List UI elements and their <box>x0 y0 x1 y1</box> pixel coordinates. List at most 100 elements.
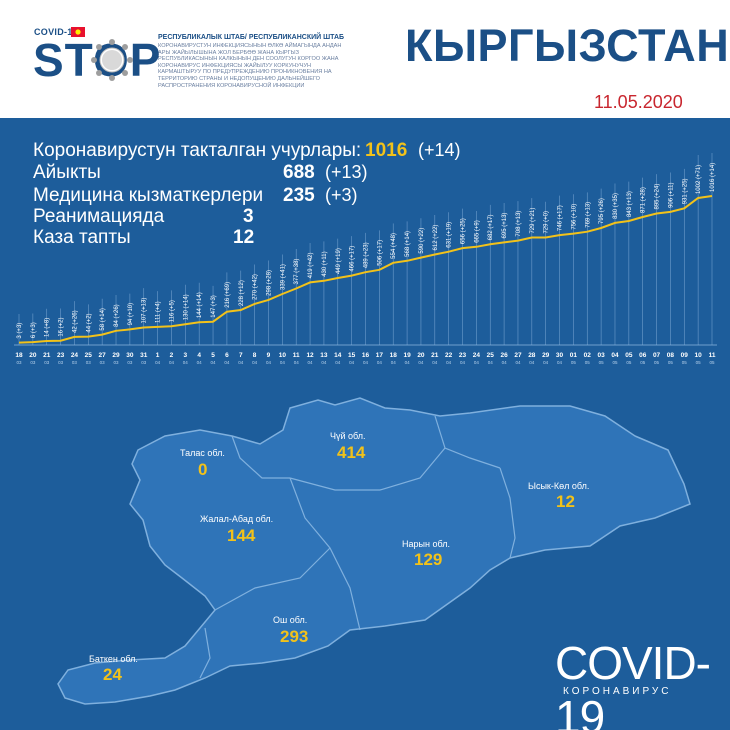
data-label: 895 (+24) <box>655 184 661 210</box>
x-tick-day: 27 <box>514 352 522 359</box>
x-tick-month: 03 <box>100 360 106 365</box>
stat-value: 688 <box>283 162 315 183</box>
data-label: 656 (+25) <box>461 218 467 244</box>
x-tick-day: 6 <box>225 352 229 359</box>
x-tick-day: 23 <box>459 352 467 359</box>
x-tick-month: 05 <box>654 360 660 365</box>
stat-value: 12 <box>233 227 255 248</box>
x-tick-day: 12 <box>306 352 314 359</box>
x-tick-day: 2 <box>170 352 174 359</box>
x-tick-day: 7 <box>239 352 243 359</box>
border-jalal-osh <box>214 547 331 611</box>
border-talas-chui <box>231 435 290 479</box>
x-tick-month: 04 <box>266 360 272 365</box>
region-value-naryn: 129 <box>414 550 443 569</box>
x-tick-month: 05 <box>571 360 577 365</box>
data-label: 871 (+28) <box>641 187 647 213</box>
x-tick-day: 18 <box>390 352 398 359</box>
data-label: 729 (+21) <box>530 208 536 234</box>
x-tick-day: 11 <box>293 352 300 359</box>
hq-title: РЕСПУБЛИКАЛЫК ШТАБ/ РЕСПУБЛИКАНСКИЙ ШТАБ <box>158 34 345 41</box>
x-tick-month: 04 <box>474 360 480 365</box>
x-tick-day: 04 <box>611 352 619 359</box>
border-chui-naryn <box>289 447 446 491</box>
x-tick-day: 11 <box>709 352 716 359</box>
data-label: 144 (+14) <box>197 292 203 318</box>
x-tick-month: 04 <box>252 360 258 365</box>
region-name-osh: Ош обл. <box>273 615 308 625</box>
kyrgyzstan-map <box>57 397 691 705</box>
x-tick-month: 04 <box>515 360 521 365</box>
x-tick-month: 04 <box>238 360 244 365</box>
stat-increase: (+3) <box>325 185 358 205</box>
data-label: 695 (+13) <box>502 213 508 239</box>
region-value-osh: 293 <box>280 627 309 646</box>
x-tick-day: 25 <box>85 352 93 359</box>
cases-series-line <box>18 195 713 344</box>
virus-icon <box>91 39 133 81</box>
x-tick-month: 04 <box>488 360 494 365</box>
x-tick-month: 04 <box>460 360 466 365</box>
x-tick-day: 21 <box>431 352 439 359</box>
x-tick-day: 07 <box>653 352 661 359</box>
x-tick-month: 05 <box>599 360 605 365</box>
x-tick-month: 04 <box>432 360 438 365</box>
x-tick-day: 10 <box>695 352 703 359</box>
data-label: 449 (+19) <box>336 248 342 274</box>
logo-covid-label: COVID-19 <box>34 27 78 37</box>
x-tick-day: 09 <box>681 352 689 359</box>
data-label: 298 (+28) <box>266 270 272 296</box>
data-label: 84 (+26) <box>114 304 120 327</box>
data-label: 590 (+22) <box>419 228 425 254</box>
stat-label: Медицина кызматкерлери <box>33 185 264 206</box>
x-tick-day: 28 <box>528 352 536 359</box>
x-tick-day: 27 <box>99 352 107 359</box>
x-tick-month: 04 <box>280 360 286 365</box>
data-label: 931 (+25) <box>682 178 688 204</box>
x-tick-day: 10 <box>279 352 287 359</box>
x-tick-month: 04 <box>224 360 230 365</box>
data-label: 339 (+41) <box>280 264 286 290</box>
data-label: 58 (+14) <box>100 308 106 331</box>
x-tick-month: 03 <box>16 360 22 365</box>
x-tick-day: 15 <box>348 352 356 359</box>
data-label: 1002 (+71) <box>696 165 702 194</box>
main-panel: 3 (+3) 18 03 6 (+3) 20 03 14 (+8) 21 03 16 (+2) 23… <box>0 118 730 730</box>
data-label: 228 (+12) <box>239 280 245 306</box>
data-label: 6 (+3) <box>31 322 37 338</box>
x-tick-day: 13 <box>320 352 328 359</box>
x-tick-day: 4 <box>197 352 201 359</box>
x-tick-month: 04 <box>363 360 369 365</box>
x-tick-month: 05 <box>709 360 715 365</box>
stat-label: Реанимацияда <box>33 206 165 227</box>
x-tick-month: 04 <box>377 360 383 365</box>
data-label: 111 (+4) <box>156 301 162 323</box>
x-tick-day: 3 <box>184 352 188 359</box>
country-title: КЫРГЫЗСТАН <box>405 20 730 71</box>
data-label: 708 (+13) <box>516 211 522 237</box>
region-name-issykkul: Ысык-Көл обл. <box>528 481 590 491</box>
stat-increase: (+13) <box>325 162 368 182</box>
stat-value: 3 <box>243 206 254 227</box>
x-tick-day: 01 <box>570 352 578 359</box>
data-label: 746 (+17) <box>558 205 564 231</box>
x-tick-day: 22 <box>445 352 453 359</box>
border-chui-issykkul <box>434 415 501 469</box>
x-tick-day: 29 <box>542 352 550 359</box>
x-tick-month: 04 <box>446 360 452 365</box>
data-label: 769 (+13) <box>585 202 591 228</box>
data-label: 107 (+13) <box>142 298 148 324</box>
x-tick-month: 04 <box>155 360 161 365</box>
border-issykkul-naryn <box>499 467 516 559</box>
x-tick-month: 04 <box>418 360 424 365</box>
data-label: 631 (+19) <box>447 222 453 248</box>
data-label: 506 (+17) <box>377 240 383 266</box>
data-label: 430 (+11) <box>322 251 328 276</box>
data-label: 489 (+23) <box>364 242 370 268</box>
x-tick-month: 03 <box>141 360 147 365</box>
x-tick-day: 23 <box>57 352 65 359</box>
x-tick-day: 05 <box>625 352 633 359</box>
x-tick-day: 08 <box>667 352 675 359</box>
region-name-batken: Баткен обл. <box>89 654 138 664</box>
